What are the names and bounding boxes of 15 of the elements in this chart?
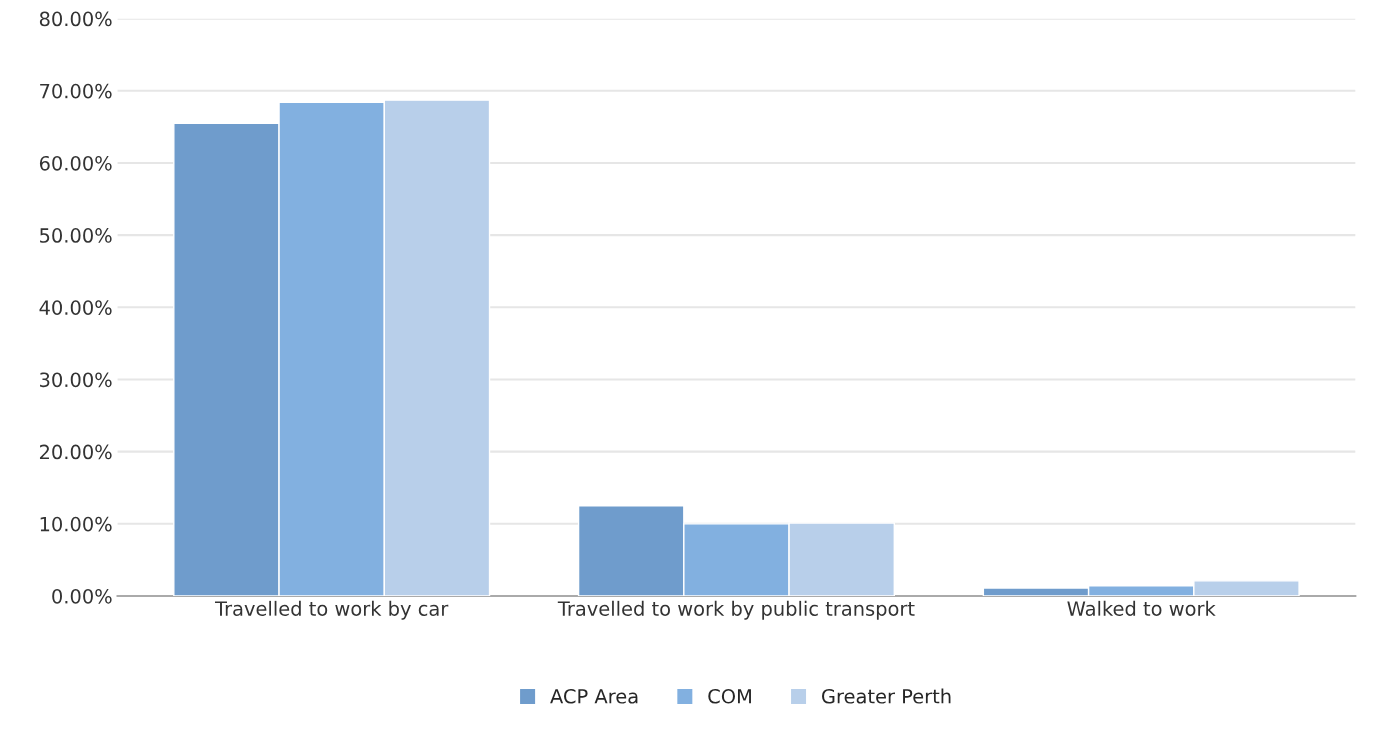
y-tick-label: 30.00%	[40, 372, 112, 388]
y-tick-label: 0.00%	[52, 588, 112, 604]
y-tick-label: 20.00%	[39, 444, 112, 460]
legend-label: ACP Area	[550, 688, 638, 704]
y-tick-label: 50.00%	[40, 228, 112, 243]
y-tick-label: 80.00%	[39, 11, 112, 27]
x-tick-label: Travelled to work by car	[215, 600, 449, 620]
y-tick-label: 40.00%	[39, 300, 112, 315]
y-tick-label: 70.00%	[40, 83, 112, 99]
y-tick-label: 10.00%	[40, 516, 112, 532]
x-tick-label: Walked to work	[1067, 600, 1216, 616]
x-tick-label: Travelled to work by public transport	[557, 600, 915, 620]
legend-label: Greater Perth	[822, 688, 951, 704]
legend-label: COM	[708, 688, 751, 704]
y-tick-label: 60.00%	[39, 155, 112, 171]
